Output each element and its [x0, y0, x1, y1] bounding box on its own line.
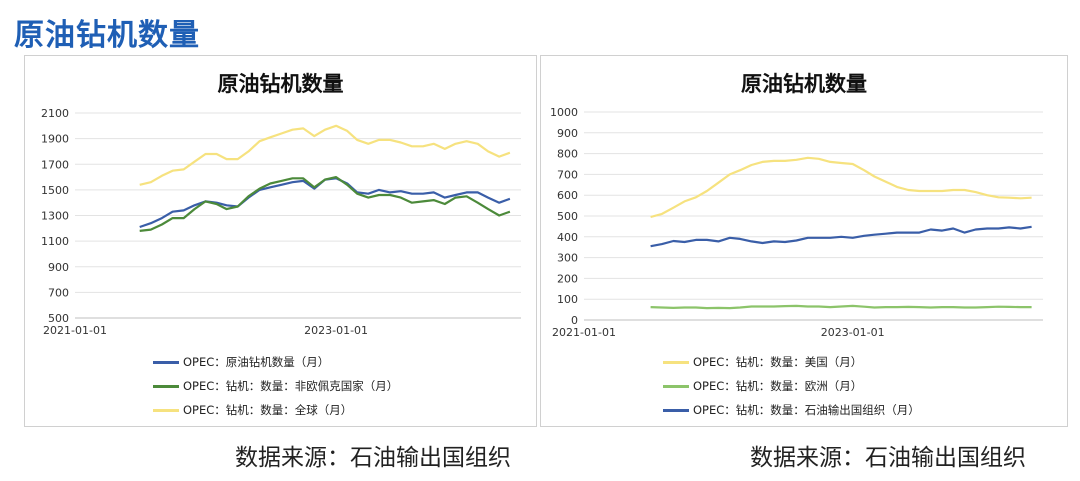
legend-label: OPEC：原油钻机数量（月） [183, 355, 330, 369]
x-tick-label: 2021-01-01 [552, 326, 616, 339]
y-tick-label: 900 [48, 261, 69, 274]
y-tick-label: 700 [557, 168, 578, 181]
series-line-0 [139, 177, 511, 229]
x-tick-label: 2021-01-01 [43, 324, 107, 337]
y-tick-label: 2100 [41, 107, 69, 120]
series-line-0 [650, 156, 1032, 219]
chart-title-right: 原油钻机数量 [741, 72, 867, 96]
y-tick-label: 600 [557, 189, 578, 202]
legend-label: OPEC：钻机：数量：非欧佩克国家（月） [183, 379, 399, 393]
series-line-2 [650, 225, 1032, 248]
y-tick-label: 700 [48, 286, 69, 299]
legend-label: OPEC：钻机：数量：全球（月） [183, 403, 353, 417]
y-tick-label: 900 [557, 127, 578, 140]
legend-swatch [663, 361, 689, 364]
page-title: 原油钻机数量 [14, 18, 200, 53]
y-tick-label: 0 [571, 314, 578, 327]
y-tick-label: 1100 [41, 235, 69, 248]
legend-swatch [663, 409, 689, 412]
chart-panel-right: 原油钻机数量 0 100 200 300 400 500 600 700 800 900 1000 2… [540, 55, 1068, 427]
series-line-1 [139, 175, 511, 232]
y-tick-label: 500 [48, 312, 69, 325]
y-tick-label: 1000 [550, 106, 578, 119]
legend-swatch [153, 409, 179, 412]
legend-label: OPEC：钻机：数量：石油输出国组织（月） [693, 403, 920, 417]
series-line-2 [139, 124, 511, 186]
y-tick-label: 400 [557, 231, 578, 244]
legend-swatch [663, 385, 689, 388]
y-tick-label: 200 [557, 272, 578, 285]
chart-panel-left: 原油钻机数量 500 700 900 1100 1300 1500 1700 1900 2100… [24, 55, 537, 427]
chart-svg-right: 0 100 200 300 400 500 600 700 800 900 1000 2021-01-… [550, 106, 1043, 339]
y-tick-label: 1500 [41, 184, 69, 197]
y-tick-label: 800 [557, 148, 578, 161]
chart-svg-left: 500 700 900 1100 1300 1500 1700 1900 2100 2021-01… [41, 107, 521, 337]
series-line-1 [650, 304, 1032, 310]
x-tick-label: 2023-01-01 [821, 326, 885, 339]
y-tick-label: 100 [557, 293, 578, 306]
y-tick-label: 1700 [41, 158, 69, 171]
y-tick-label: 1900 [41, 133, 69, 146]
y-tick-label: 500 [557, 210, 578, 223]
legend-swatch [153, 361, 179, 364]
y-tick-label: 300 [557, 252, 578, 265]
source-note-right: 数据来源：石油输出国组织 [750, 445, 1026, 471]
chart-title-left: 原油钻机数量 [217, 72, 344, 96]
legend-swatch [153, 385, 179, 388]
legend-label: OPEC：钻机：数量：欧洲（月） [693, 379, 863, 393]
y-tick-label: 1300 [41, 210, 69, 223]
source-note-left: 数据来源：石油输出国组织 [235, 445, 511, 471]
legend-label: OPEC：钻机：数量：美国（月） [693, 355, 863, 369]
x-tick-label: 2023-01-01 [304, 324, 368, 337]
